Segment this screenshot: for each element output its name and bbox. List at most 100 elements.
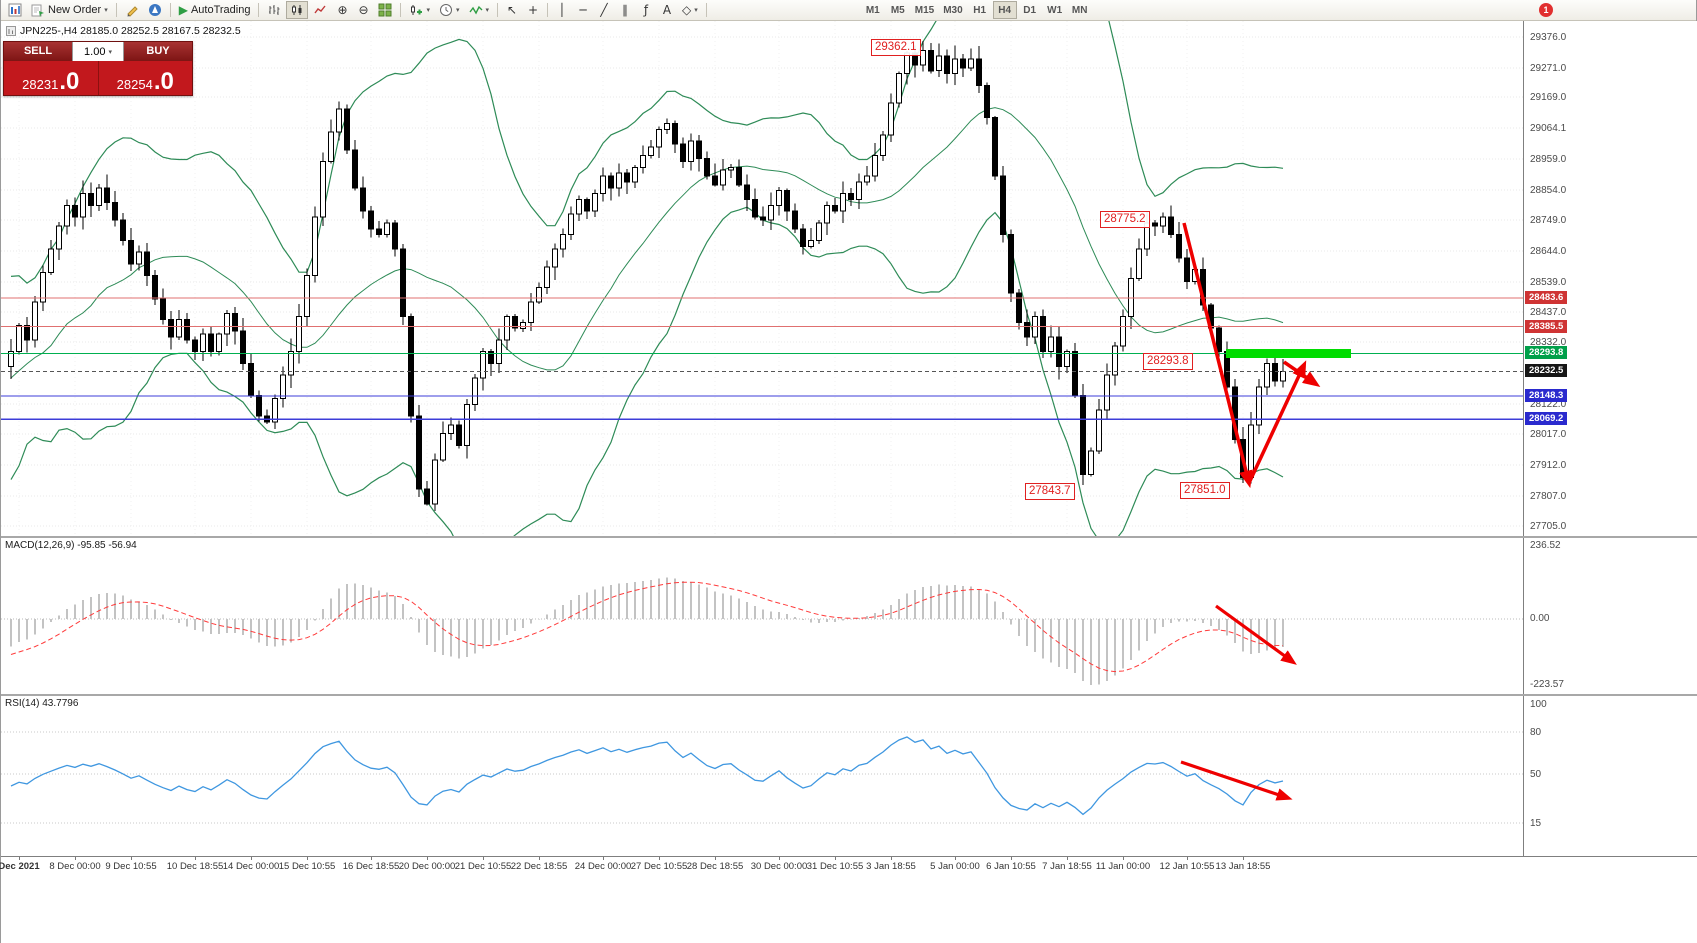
price-tag[interactable]: 28385.5: [1525, 320, 1568, 333]
time-axis-label: Dec 2021: [0, 861, 40, 872]
trend-arrow[interactable]: [1182, 222, 1253, 489]
time-axis-tick: [19, 857, 20, 860]
toolbar-separator: [258, 3, 260, 17]
zoom-in-button[interactable]: ⊕: [332, 1, 352, 19]
text-tool-icon: A: [662, 3, 672, 17]
shapes-tool-button[interactable]: ◇ ▾: [678, 1, 702, 19]
trend-arrow[interactable]: [1283, 360, 1321, 387]
indicator-scale-label: 236.52: [1530, 540, 1561, 551]
timeframe-button-mn[interactable]: MN: [1068, 1, 1092, 19]
price-scale-label: 29376.0: [1530, 32, 1567, 43]
indicator-scale-label: -223.57: [1530, 679, 1564, 690]
notification-badge[interactable]: 1: [1539, 3, 1553, 17]
indicators-icon: [468, 5, 482, 15]
price-annotation[interactable]: 28293.8: [1143, 353, 1193, 370]
price-scale-label: 28539.0: [1530, 277, 1567, 288]
price-tag[interactable]: 28293.8: [1525, 346, 1568, 359]
horizontal-line-tool-button[interactable]: ─: [573, 1, 593, 19]
metaeditor-button[interactable]: [121, 1, 143, 19]
candlestick-chart-icon: [292, 5, 302, 15]
price-annotation[interactable]: 29362.1: [871, 39, 921, 56]
sell-price[interactable]: 28231.0: [4, 61, 99, 95]
price-annotation[interactable]: 27851.0: [1180, 482, 1230, 499]
highlight-zone[interactable]: [1226, 349, 1351, 358]
fibonacci-tool-button[interactable]: ƒ: [636, 1, 656, 19]
zoom-in-icon: ⊕: [337, 3, 348, 17]
volume-dropdown-icon[interactable]: ▾: [108, 47, 112, 56]
price-annotation[interactable]: 28775.2: [1100, 211, 1150, 228]
timeframe-button-d1[interactable]: D1: [1018, 1, 1042, 19]
trendline-icon: ╱: [600, 3, 608, 17]
autotrading-button[interactable]: ▶ AutoTrading: [175, 1, 255, 19]
panel-separator[interactable]: [1, 694, 1697, 696]
macd-panel[interactable]: MACD(12,26,9) -95.85 -56.94: [1, 538, 1523, 694]
time-axis-tick: [659, 857, 660, 860]
timeframe-button-w1[interactable]: W1: [1043, 1, 1067, 19]
toolbar-separator: [547, 3, 549, 17]
new-chart-button[interactable]: ▾: [405, 1, 434, 19]
price-tag[interactable]: 28232.5: [1525, 364, 1568, 377]
main-toolbar: New Order ▾ ▶ AutoTrading ⊕ ⊖: [1, 0, 1696, 21]
line-chart-button[interactable]: [309, 1, 331, 19]
macd-arrow[interactable]: [1215, 604, 1297, 665]
price-tag[interactable]: 28148.3: [1525, 389, 1568, 402]
price-tag[interactable]: 28069.2: [1525, 412, 1568, 425]
periodicity-button[interactable]: ▾: [435, 1, 464, 19]
new-order-button[interactable]: New Order ▾: [27, 1, 112, 19]
tile-windows-button[interactable]: [374, 1, 396, 19]
rsi-arrow[interactable]: [1180, 760, 1293, 801]
time-axis-label: 3 Jan 18:55: [866, 861, 916, 872]
price-tag[interactable]: 28483.6: [1525, 291, 1568, 304]
candlestick-chart[interactable]: [1, 0, 1523, 568]
crosshair-tool-button[interactable]: +: [523, 1, 543, 19]
timeframe-button-m5[interactable]: M5: [886, 1, 910, 19]
chart-window-button[interactable]: [4, 1, 26, 19]
volume-input[interactable]: 1.00 ▾: [72, 42, 124, 61]
timeframe-button-m1[interactable]: M1: [861, 1, 885, 19]
crosshair-icon: +: [527, 3, 539, 17]
sell-button[interactable]: SELL: [4, 42, 72, 61]
price-annotation[interactable]: 27843.7: [1025, 483, 1075, 500]
time-axis-tick: [715, 857, 716, 860]
time-axis-tick: [427, 857, 428, 860]
trend-arrow[interactable]: [1247, 360, 1307, 484]
toolbar-separator: [169, 3, 171, 17]
timeframe-button-m15[interactable]: M15: [911, 1, 938, 19]
buy-button[interactable]: BUY: [124, 42, 192, 61]
rsi-panel[interactable]: RSI(14) 43.7796: [1, 696, 1523, 856]
time-axis-label: 24 Dec 00:00: [574, 861, 632, 872]
panel-separator[interactable]: [1, 536, 1697, 538]
time-axis-tick: [483, 857, 484, 860]
chevron-down-icon: ▾: [104, 6, 108, 14]
time-axis-tick: [603, 857, 604, 860]
cursor-tool-button[interactable]: ↖: [502, 1, 522, 19]
vertical-line-tool-button[interactable]: │: [552, 1, 572, 19]
rsi-chart: [1, 731, 1523, 824]
toolbar-separator: [705, 3, 707, 17]
channel-tool-button[interactable]: ∥: [615, 1, 635, 19]
timeframe-button-m30[interactable]: M30: [939, 1, 966, 19]
metaeditor-icon: [126, 6, 138, 17]
metaquotes-button[interactable]: [144, 1, 166, 19]
time-axis-label: 15 Dec 10:55: [278, 861, 336, 872]
text-tool-button[interactable]: A: [657, 1, 677, 19]
trendline-tool-button[interactable]: ╱: [594, 1, 614, 19]
time-axis-label: 22 Dec 18:55: [510, 861, 568, 872]
time-axis-label: 7 Jan 18:55: [1042, 861, 1092, 872]
zoom-out-button[interactable]: ⊖: [353, 1, 373, 19]
time-axis-label: 11 Jan 00:00: [1095, 861, 1151, 872]
timeframe-button-h4[interactable]: H4: [992, 1, 1017, 19]
buy-price[interactable]: 28254.0: [116, 68, 174, 95]
volume-value: 1.00: [84, 45, 106, 58]
timeframe-button-h1[interactable]: H1: [968, 1, 992, 19]
candlestick-chart-button[interactable]: [286, 1, 309, 19]
indicators-button[interactable]: ▾: [465, 1, 494, 19]
new-order-label: New Order: [48, 4, 102, 16]
macd-label: MACD(12,26,9) -95.85 -56.94: [5, 540, 137, 551]
price-chart-panel[interactable]: JPN225-,H4 28185.0 28252.5 28167.5 28232…: [1, 0, 1523, 568]
price-scale-label: 28854.0: [1530, 185, 1567, 196]
time-axis[interactable]: Dec 2021 8 Dec 00:00 9 Dec 10:55 10 Dec 18:…: [0, 856, 1697, 877]
bar-chart-button[interactable]: [263, 1, 285, 19]
indicator-scale-label: 100: [1530, 699, 1547, 710]
price-scale[interactable]: 29376.0 29271.0 29169.0 29064.1 28959.0 28854…: [1523, 21, 1697, 877]
